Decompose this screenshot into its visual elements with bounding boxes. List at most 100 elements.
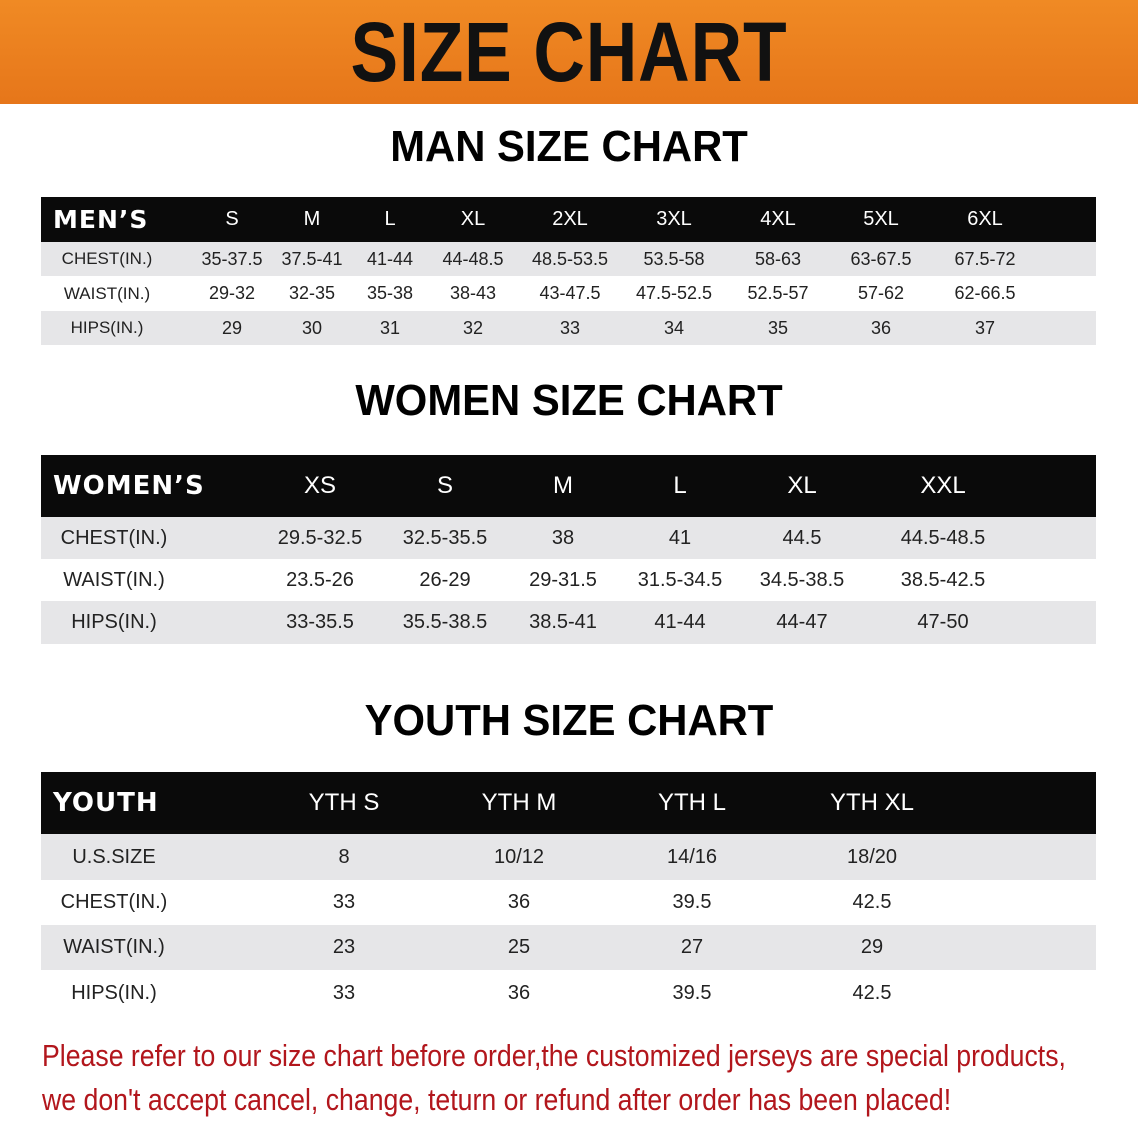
youth-section-title: YOUTH SIZE CHART	[364, 696, 774, 745]
notice-line-2: we don't accept cancel, change, teturn o…	[42, 1082, 952, 1117]
size-header: XS	[303, 472, 337, 499]
table-cell: 35.5-38.5	[402, 611, 488, 633]
men-size-table: MEN’S S M L XL 2XL 3XL 4XL 5XL 6XL CHEST(IN.) 35-37…	[41, 197, 1096, 345]
table-cell: 36	[507, 981, 531, 1004]
table-cell: 23	[332, 936, 356, 958]
table-cell: 35	[767, 317, 789, 338]
banner-title: SIZE CHART	[350, 5, 788, 99]
table-cell: 32.5-35.5	[402, 526, 488, 549]
table-cell: 48.5-53.5	[531, 248, 609, 269]
table-cell: 38-43	[449, 283, 497, 303]
table-cell: 42.5	[852, 891, 892, 913]
size-header: XL	[460, 208, 486, 230]
table-cell: 30	[301, 317, 323, 338]
table-row: CHEST(IN.) 35-37.5 37.5-41 41-44 44-48.5 48.5…	[41, 242, 1096, 276]
table-cell: 27	[680, 936, 704, 958]
row-label: WAIST(IN.)	[63, 568, 165, 591]
table-cell: 37	[974, 317, 996, 338]
table-cell: 31	[379, 317, 401, 338]
men-section-title: MAN SIZE CHART	[390, 122, 748, 171]
title-banner: SIZE CHART	[0, 0, 1138, 104]
table-cell: 38.5-42.5	[900, 568, 986, 591]
table-cell: 29-32	[208, 283, 256, 303]
table-cell: 44.5-48.5	[900, 526, 986, 549]
table-cell: 26-29	[419, 568, 471, 591]
table-row: U.S.SIZE 8 10/12 14/16 18/20	[41, 834, 1096, 880]
table-cell: 36	[507, 891, 531, 913]
size-header: YTH L	[657, 789, 727, 816]
row-label: HIPS(IN.)	[71, 611, 157, 633]
table-cell: 44.5	[782, 526, 822, 549]
size-header: S	[436, 472, 454, 499]
table-row: HIPS(IN.) 33 36 39.5 42.5	[41, 970, 1096, 1016]
table-cell: 34	[663, 317, 685, 338]
table-cell: 29	[221, 317, 243, 338]
table-row: HIPS(IN.) 29 30 31 32 33 34 35 36 37	[41, 311, 1096, 345]
table-cell: 52.5-57	[747, 283, 809, 303]
size-header: L	[384, 208, 396, 230]
row-label: WAIST(IN.)	[63, 936, 165, 958]
table-row: CHEST(IN.) 29.5-32.5 32.5-35.5 38 41 44.5 44.5…	[41, 517, 1096, 559]
table-header: WOMEN’S XS S M L XL XXL	[41, 455, 1096, 517]
size-header: 4XL	[760, 208, 796, 230]
table-row: WAIST(IN.) 29-32 32-35 35-38 38-43 43-47.5 47.…	[41, 276, 1096, 311]
table-row: WAIST(IN.) 23 25 27 29	[41, 925, 1096, 970]
table-cell: 33	[559, 317, 581, 338]
table-cell: 58-63	[754, 248, 802, 269]
table-cell: 38	[551, 526, 575, 549]
table-row: WAIST(IN.) 23.5-26 26-29 29-31.5 31.5-34.5 34…	[41, 559, 1096, 601]
notice-line-1: Please refer to our size chart before or…	[42, 1038, 1066, 1073]
table-cell: 41-44	[366, 248, 414, 269]
row-label: WAIST(IN.)	[63, 283, 151, 303]
table-cell: 57-62	[857, 283, 905, 303]
table-cell: 47-50	[917, 611, 969, 633]
table-cell: 36	[870, 317, 892, 338]
table-header: YOUTH YTH S YTH M YTH L YTH XL	[41, 772, 1096, 834]
table-cell: 25	[507, 936, 531, 958]
table-cell: 18/20	[846, 845, 898, 868]
size-header: XXL	[920, 472, 966, 499]
table-cell: 37.5-41	[281, 248, 343, 269]
table-cell: 44-48.5	[442, 248, 504, 269]
table-header: MEN’S S M L XL 2XL 3XL 4XL 5XL 6XL	[41, 197, 1096, 242]
table-cell: 42.5	[852, 981, 892, 1004]
size-header: L	[673, 472, 687, 499]
table-cell: 10/12	[493, 845, 545, 868]
table-cell: 41	[668, 526, 692, 549]
size-header: YTH XL	[829, 789, 915, 816]
table-row: HIPS(IN.) 33-35.5 35.5-38.5 38.5-41 41-44 44-…	[41, 601, 1096, 644]
row-label: CHEST(IN.)	[61, 249, 153, 268]
youth-size-table: YOUTH YTH S YTH M YTH L YTH XL U.S.SIZE 8 10/12…	[41, 772, 1096, 1016]
size-header: 5XL	[863, 208, 899, 230]
table-cell: 29.5-32.5	[277, 526, 363, 549]
size-header: M	[553, 472, 573, 499]
size-header: XL	[787, 472, 817, 499]
size-header: M	[303, 208, 321, 230]
table-cell: 29-31.5	[529, 568, 597, 591]
table-cell: 35-37.5	[201, 248, 263, 269]
table-cell: 38.5-41	[529, 611, 597, 633]
table-cell: 53.5-58	[643, 248, 705, 269]
table-cell: 32	[462, 317, 484, 338]
table-cell: 41-44	[654, 611, 706, 633]
size-header: 2XL	[552, 208, 588, 230]
size-header: YTH S	[308, 789, 380, 816]
table-cell: 39.5	[672, 981, 712, 1004]
table-cell: 47.5-52.5	[635, 283, 713, 303]
table-cell: 23.5-26	[286, 568, 354, 591]
row-label: HIPS(IN.)	[70, 318, 144, 337]
table-cell: 29	[860, 936, 884, 958]
header-label: YOUTH	[53, 788, 159, 818]
table-cell: 35-38	[366, 283, 414, 303]
table-cell: 8	[338, 845, 350, 868]
table-cell: 62-66.5	[954, 283, 1016, 303]
row-label: U.S.SIZE	[72, 845, 156, 868]
row-label: HIPS(IN.)	[71, 981, 157, 1004]
row-label: CHEST(IN.)	[60, 526, 168, 549]
table-cell: 39.5	[672, 891, 712, 913]
size-header: S	[225, 208, 239, 230]
size-header: 6XL	[967, 208, 1003, 230]
size-header: YTH M	[481, 789, 557, 816]
table-cell: 67.5-72	[954, 248, 1016, 269]
women-section-title: WOMEN SIZE CHART	[355, 376, 783, 425]
